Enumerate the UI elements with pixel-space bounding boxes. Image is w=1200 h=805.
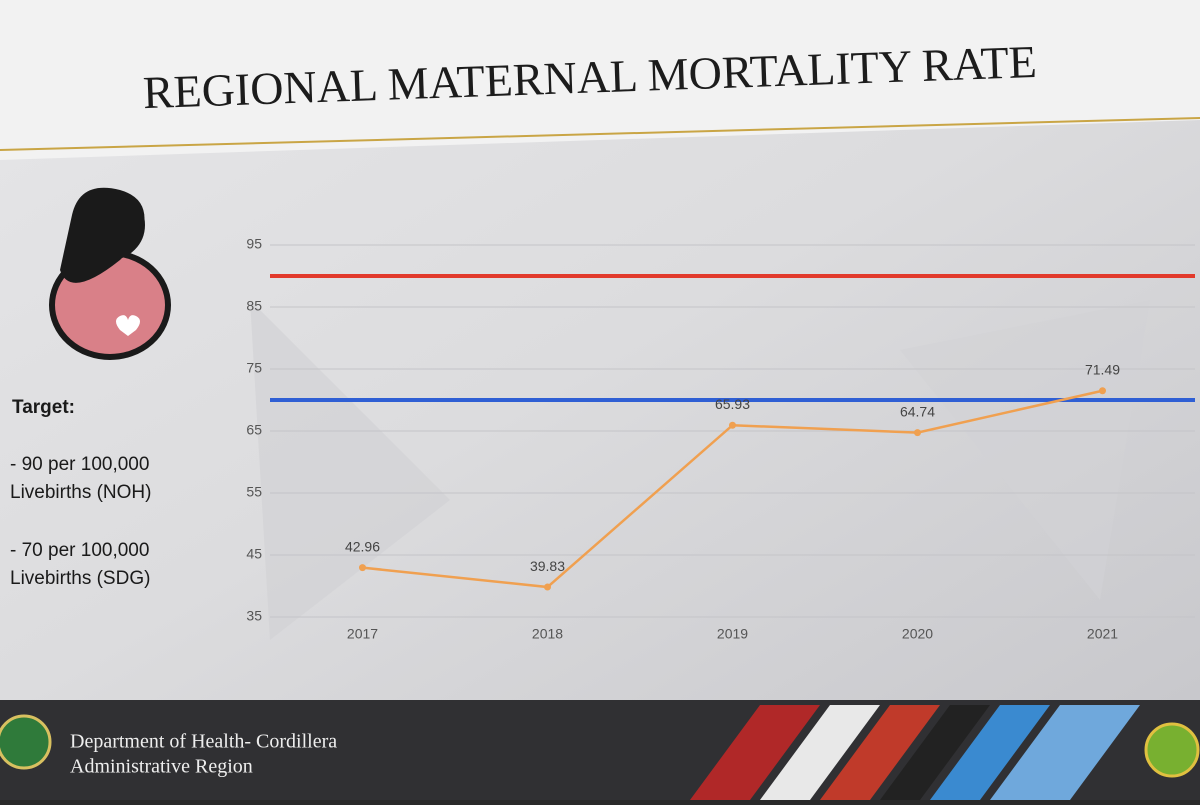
y-tick-label: 75	[246, 360, 262, 376]
data-point	[914, 429, 921, 437]
title-band	[0, 0, 1200, 160]
x-tick-label: 2018	[532, 626, 563, 642]
y-tick-label: 95	[246, 236, 262, 252]
data-point	[359, 564, 366, 572]
data-label: 42.96	[345, 538, 380, 554]
data-point	[1099, 387, 1106, 395]
y-tick-label: 65	[246, 422, 262, 438]
title-rule	[0, 117, 1200, 151]
data-label: 64.74	[900, 403, 935, 419]
data-point	[544, 583, 551, 591]
target-item: Livebirths (SDG)	[10, 568, 150, 589]
x-tick-label: 2020	[902, 626, 933, 642]
fabric-pattern	[690, 705, 1140, 800]
y-tick-label: 85	[246, 298, 262, 314]
data-point	[729, 421, 736, 429]
x-tick-label: 2019	[717, 626, 748, 642]
data-label: 71.49	[1085, 361, 1120, 377]
x-tick-label: 2021	[1087, 626, 1118, 642]
x-tick-label: 2017	[347, 626, 378, 642]
target-heading: Target:	[12, 397, 75, 418]
data-label: 39.83	[530, 558, 565, 574]
target-item: Livebirths (NOH)	[10, 482, 151, 503]
bg-shape	[900, 300, 1150, 600]
target-item: - 90 per 100,000	[10, 454, 149, 475]
doh-logo	[0, 714, 52, 770]
mother-icon	[49, 187, 171, 360]
target-item: - 70 per 100,000	[10, 540, 149, 561]
footer-text: Administrative Region	[70, 756, 253, 778]
y-tick-label: 45	[246, 546, 262, 562]
chart: 35 45 55 65 75 85 95 2017 2018 2019 2020 2021 42.96 3…	[246, 236, 1195, 642]
y-tick-label: 35	[246, 608, 262, 624]
program-logo	[1144, 722, 1200, 778]
data-label: 65.93	[715, 396, 750, 412]
footer-text: Department of Health- Cordillera	[70, 731, 337, 753]
y-tick-label: 55	[246, 484, 262, 500]
